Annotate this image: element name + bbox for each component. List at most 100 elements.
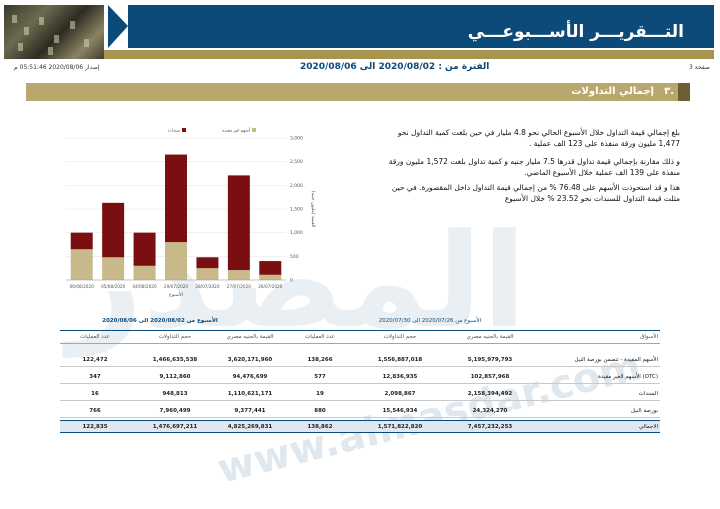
report-title: التـــقريـــر الأســـبوعـــي [467,22,684,42]
bar-unlisted-shares [259,274,282,280]
cell-cur-value: 4,825,269,831 [227,424,273,430]
report-subtitle: إصدار مركز معلومات البورصة المصرية [212,101,309,108]
bar-unlisted-shares [196,268,219,280]
cell-prev-volume: 1,571,822,820 [377,424,423,430]
cell-cur-value: 9,377,441 [234,408,266,414]
table-row: بورصة النيل 24,324,270 15,546,934 880 9,377,… [60,405,660,418]
x-tick-label: 28/07/2020 [195,284,219,289]
column-header-cur-volume: حجم التداولات [158,334,192,340]
legend-swatch [182,128,186,132]
y-tick-label: 1,500 [290,207,303,213]
table-header-row: الأسواق القيمة بالجنيه مصري حجم التداولا… [60,330,660,344]
x-tick-label: 27/07/2020 [227,284,251,289]
y-tick-label: 3,000 [290,136,303,142]
cell-prev-value: 2,158,394,492 [467,391,513,397]
x-tick-label: 29/07/2020 [164,284,188,289]
cell-cur-trades: 122,835 [82,424,108,430]
table-row: الأسهم المقيدة - تتضمن بورصة النيل 5,195,… [60,354,660,367]
column-header-cur-trades: عدد العمليات [80,334,110,340]
cell-market: الأسهم المقيدة - تتضمن بورصة النيل [574,357,658,363]
bar-bonds [227,175,250,271]
table-row: السندات 2,158,394,492 2,098,867 19 1,110,621… [60,388,660,401]
group-header-previous: الأسبوع من 2020/07/26 الى 2020/07/30 [378,318,482,324]
banner-subtitle-bar: إصدار مركز معلومات البورصة المصرية [104,50,714,108]
bar-bonds [259,261,282,275]
cell-prev-value: 5,195,979,793 [467,357,513,363]
bar-unlisted-shares [227,270,250,280]
cell-market: بورصة النيل [630,408,658,414]
cell-prev-volume: 12,836,935 [382,374,418,380]
column-header-prev-value: القيمة بالجنيه مصري [466,334,514,340]
section-number: ٣. [664,86,674,97]
cell-cur-volume: 1,476,697,211 [152,424,198,430]
cell-prev-value: 24,324,270 [472,408,508,414]
table-row: الأسهم الغير مقيدة (OTC) 102,857,968 12,83… [60,371,660,384]
cell-cur-value: 94,476,699 [232,374,268,380]
cell-prev-trades: 880 [314,408,326,414]
x-tick-label: 06/08/2020 [70,284,94,289]
cell-cur-trades: 122,472 [82,357,108,363]
x-tick-label: 04/08/2020 [133,284,157,289]
watermark-logo: المصدر [68,205,535,357]
cell-market: الأسهم الغير مقيدة (OTC) [598,374,658,380]
chart-svg: 0 500 1,000 1,500 2,000 2,500 3,000 القيمة (ملي… [66,127,316,298]
cell-prev-value: 102,857,968 [470,374,510,380]
cell-cur-volume: 9,112,860 [159,374,191,380]
cell-prev-trades: 577 [314,374,326,380]
cell-cur-value: 1,110,621,171 [227,391,273,397]
x-tick-label: 05/08/2020 [101,284,125,289]
bar-bonds [70,232,93,250]
legend-label: أسهم غير مقيدة [222,127,250,133]
column-header-market: الأسواق [640,334,658,340]
table-group-header-row: الأسبوع من 2020/07/26 الى 2020/07/30 الأ… [60,318,660,328]
cell-cur-trades: 766 [89,408,101,414]
x-axis-label: الأسبوع [169,291,183,298]
bar-bonds [102,202,125,258]
bar-unlisted-shares [102,257,125,280]
bar-bonds [196,257,219,269]
cell-cur-trades: 16 [91,391,99,397]
y-tick-label: 500 [290,254,299,260]
bar-bonds [165,154,187,243]
column-header-prev-trades: عدد العمليات [305,334,335,340]
cell-market: الاجمالي [638,424,658,430]
cell-cur-volume: 1,466,635,538 [152,357,198,363]
cell-prev-volume: 1,556,887,018 [377,357,423,363]
column-header-cur-value: القيمة بالجنيه مصري [226,334,274,340]
cell-prev-trades: 138,266 [307,357,333,363]
cell-prev-volume: 15,546,934 [382,408,418,414]
banner-chevron [108,5,128,48]
cell-prev-value: 7,457,232,253 [467,424,513,430]
cell-market: السندات [638,391,658,397]
cell-cur-trades: 347 [89,374,101,380]
paragraph-previous-week: و ذلك مقارنة بإجمالي قيمة تداول قدرها 7.… [388,157,680,177]
issue-date: إصدار 2020/08/06 05:51:46 م [14,64,100,71]
banner-title-bar: التـــقريـــر الأســـبوعـــي [128,5,714,48]
y-axis-label: القيمة (مليون جنيه) [310,191,316,227]
cell-prev-trades: 19 [316,391,324,397]
cell-cur-volume: 948,813 [162,391,188,397]
cell-cur-value: 3,620,171,960 [227,357,273,363]
paragraph-current-week: بلغ إجمالي قيمة التداول خلال الأسبوع الح… [397,128,680,148]
x-tick-label: 26/07/2020 [258,284,282,289]
y-tick-label: 1,000 [290,230,303,236]
report-banner: التـــقريـــر الأســـبوعـــي إصدار مركز … [0,0,720,108]
column-header-prev-volume: حجم التداولات [383,334,417,340]
y-tick-label: 0 [290,278,293,284]
section-title: إجمالي التداولات [571,86,654,97]
cell-prev-trades: 138,862 [307,424,333,430]
section-header: ٣. إجمالي التداولات [26,83,690,101]
cell-cur-volume: 7,960,499 [159,408,191,414]
group-header-current: الأسبوع من 2020/08/02 الى 2020/08/06 [102,318,218,324]
legend-swatch [252,128,256,132]
y-tick-label: 2,000 [290,183,303,189]
bar-unlisted-shares [165,242,187,280]
report-period: الفترة من : 2020/08/02 الى 2020/08/06 [300,62,490,72]
bar-unlisted-shares [133,265,156,280]
bar-unlisted-shares [70,249,93,280]
table-total-row: الاجمالي 7,457,232,253 1,571,822,820 138,86… [60,420,660,433]
cell-prev-volume: 2,098,867 [384,391,416,397]
section-cap [678,83,690,101]
paragraph-share: هذا و قد استحوذت الأسهم على 76.48 % من إ… [391,183,680,203]
page-number: صفحة 3 [689,64,710,71]
